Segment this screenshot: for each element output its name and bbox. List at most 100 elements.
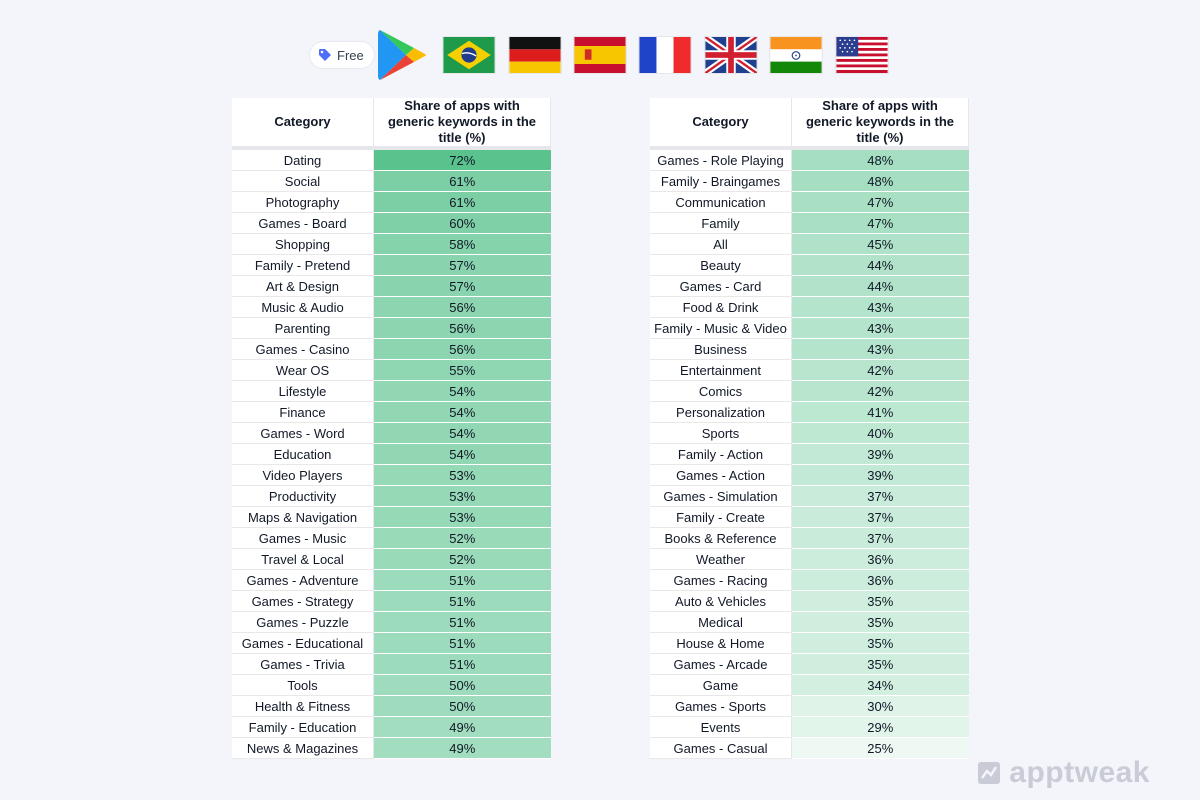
- percent-sign: %: [881, 614, 894, 630]
- percent-sign: %: [463, 677, 476, 693]
- category-cell: Games - Simulation: [650, 485, 792, 507]
- category-cell: Photography: [232, 191, 374, 213]
- price-filter-badge: Free: [310, 42, 374, 68]
- table-row: Tools 50%: [232, 674, 551, 696]
- table-row: Games - Casual 25%: [650, 737, 969, 759]
- category-cell: Games - Word: [232, 422, 374, 444]
- percent-sign: %: [463, 530, 476, 546]
- india-flag: [769, 36, 823, 74]
- category-cell: Wear OS: [232, 359, 374, 381]
- share-value-cell: 42%: [791, 380, 969, 402]
- table-row: Travel & Local 52%: [232, 548, 551, 570]
- category-cell: Family: [650, 212, 792, 234]
- table-row: Games - Card 44%: [650, 275, 969, 297]
- share-value-cell: 54%: [373, 422, 551, 444]
- category-cell: Games - Strategy: [232, 590, 374, 612]
- share-value: 40: [867, 425, 882, 441]
- category-cell: Video Players: [232, 464, 374, 486]
- percent-sign: %: [463, 173, 476, 189]
- share-value-cell: 43%: [791, 317, 969, 339]
- google-play-logo: [378, 30, 426, 80]
- table-row: Game 34%: [650, 674, 969, 696]
- share-value-cell: 40%: [791, 422, 969, 444]
- percent-sign: %: [463, 488, 476, 504]
- percent-sign: %: [881, 152, 894, 168]
- percent-sign: %: [881, 530, 894, 546]
- table-row: Family - Education 49%: [232, 716, 551, 738]
- category-cell: Family - Education: [232, 716, 374, 738]
- germany-flag: [508, 36, 562, 74]
- share-value: 39: [867, 467, 882, 483]
- percent-sign: %: [881, 173, 894, 189]
- category-cell: Weather: [650, 548, 792, 570]
- table-row: Books & Reference 37%: [650, 527, 969, 549]
- category-cell: Games - Role Playing: [650, 150, 792, 171]
- table-row: Sports 40%: [650, 422, 969, 444]
- percent-sign: %: [463, 215, 476, 231]
- percent-sign: %: [881, 404, 894, 420]
- percent-sign: %: [463, 152, 476, 168]
- percent-sign: %: [463, 635, 476, 651]
- share-value: 36: [867, 572, 882, 588]
- category-cell: Games - Casino: [232, 338, 374, 360]
- category-cell: Game: [650, 674, 792, 696]
- percent-sign: %: [881, 257, 894, 273]
- category-header: Category: [232, 98, 374, 146]
- category-cell: Maps & Navigation: [232, 506, 374, 528]
- share-value: 53: [449, 467, 464, 483]
- category-cell: Business: [650, 338, 792, 360]
- category-cell: Social: [232, 170, 374, 192]
- share-value-cell: 37%: [791, 527, 969, 549]
- share-value: 41: [867, 404, 882, 420]
- share-value: 44: [867, 257, 882, 273]
- share-value: 25: [867, 740, 882, 756]
- share-value: 50: [449, 698, 464, 714]
- table-row: Games - Word 54%: [232, 422, 551, 444]
- share-value: 51: [449, 635, 464, 651]
- percent-sign: %: [881, 236, 894, 252]
- share-value-cell: 35%: [791, 590, 969, 612]
- table-row: Photography 61%: [232, 191, 551, 213]
- category-cell: Games - Casual: [650, 737, 792, 759]
- percent-sign: %: [881, 425, 894, 441]
- table-row: Family - Braingames 48%: [650, 170, 969, 192]
- share-value-cell: 60%: [373, 212, 551, 234]
- table-row: Productivity 53%: [232, 485, 551, 507]
- table-row: Auto & Vehicles 35%: [650, 590, 969, 612]
- share-value: 57: [449, 257, 464, 273]
- category-cell: Art & Design: [232, 275, 374, 297]
- table-row: Video Players 53%: [232, 464, 551, 486]
- table-row: Games - Strategy 51%: [232, 590, 551, 612]
- share-value-cell: 35%: [791, 611, 969, 633]
- share-value-cell: 51%: [373, 632, 551, 654]
- category-cell: Games - Educational: [232, 632, 374, 654]
- table-row: Maps & Navigation 53%: [232, 506, 551, 528]
- share-value-cell: 41%: [791, 401, 969, 423]
- share-value-cell: 36%: [791, 548, 969, 570]
- table-row: Games - Music 52%: [232, 527, 551, 549]
- share-value: 56: [449, 320, 464, 336]
- table-row: Family - Music & Video 43%: [650, 317, 969, 339]
- category-cell: Music & Audio: [232, 296, 374, 318]
- percent-sign: %: [881, 572, 894, 588]
- share-value-cell: 52%: [373, 527, 551, 549]
- table-header-row: Category Share of apps with generic keyw…: [232, 98, 551, 146]
- apptweak-watermark: apptweak: [977, 756, 1150, 790]
- percent-sign: %: [881, 299, 894, 315]
- percent-sign: %: [463, 404, 476, 420]
- share-value-cell: 54%: [373, 401, 551, 423]
- table-row: Events 29%: [650, 716, 969, 738]
- share-value-cell: 48%: [791, 170, 969, 192]
- table-row: Social 61%: [232, 170, 551, 192]
- share-value-cell: 72%: [373, 150, 551, 171]
- percent-sign: %: [463, 551, 476, 567]
- share-value: 29: [867, 719, 882, 735]
- share-value: 49: [449, 719, 464, 735]
- category-cell: Games - Trivia: [232, 653, 374, 675]
- share-value: 37: [867, 509, 882, 525]
- share-value: 34: [867, 677, 882, 693]
- category-cell: House & Home: [650, 632, 792, 654]
- france-flag: [638, 36, 692, 74]
- category-cell: Entertainment: [650, 359, 792, 381]
- category-cell: Auto & Vehicles: [650, 590, 792, 612]
